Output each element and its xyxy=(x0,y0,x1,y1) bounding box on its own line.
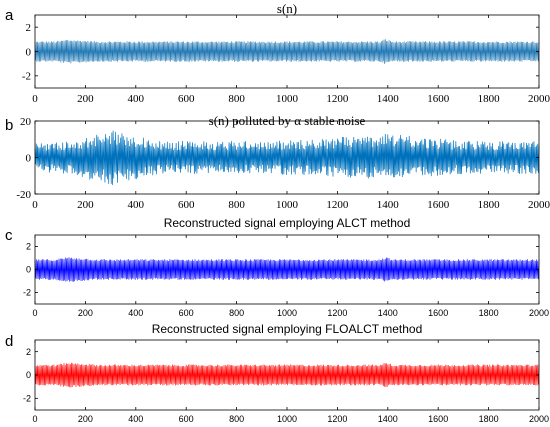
x-tick-label: 1200 xyxy=(326,199,349,211)
x-tick-label: 1800 xyxy=(478,93,501,105)
x-tick-label: 600 xyxy=(178,93,195,105)
x-tick-label: 1600 xyxy=(427,93,450,105)
x-tick-label: 2000 xyxy=(529,414,549,424)
y-tick-label: -2 xyxy=(23,393,31,403)
panel-title: Reconstructed signal employing ALCT meth… xyxy=(164,216,411,230)
x-tick-label: 1800 xyxy=(479,414,499,424)
x-tick-label: 800 xyxy=(228,93,245,105)
y-tick-label: -2 xyxy=(22,71,31,83)
panel-letter: a xyxy=(5,7,14,24)
x-tick-label: 1000 xyxy=(277,308,297,318)
y-tick-label: -2 xyxy=(23,288,31,298)
x-tick-label: 1800 xyxy=(479,308,499,318)
y-tick-label: 0 xyxy=(26,46,32,58)
x-tick-label: 1600 xyxy=(428,308,448,318)
x-tick-label: 1000 xyxy=(276,93,299,105)
x-tick-label: 200 xyxy=(77,93,94,105)
x-tick-label: 1200 xyxy=(326,93,349,105)
x-tick-label: 2000 xyxy=(528,93,550,105)
x-tick-label: 600 xyxy=(179,414,194,424)
panel-c: 0 200 400 600 800 1000 1200 1400 1600 1800 2000-20… xyxy=(5,216,549,318)
x-tick-label: 800 xyxy=(229,308,244,318)
y-tick-label: 2 xyxy=(26,242,31,252)
series-line xyxy=(34,39,540,64)
x-tick-label: 400 xyxy=(128,93,145,105)
y-tick-label: 0 xyxy=(26,152,32,164)
panel-title: s(n) polluted by α stable noise xyxy=(209,113,366,128)
x-tick-label: 800 xyxy=(228,199,245,211)
y-tick-label: 0 xyxy=(26,370,31,380)
x-tick-label: 600 xyxy=(179,308,194,318)
panel-title: Reconstructed signal employing FLOALCT m… xyxy=(152,322,423,336)
x-tick-label: 1600 xyxy=(427,199,450,211)
y-tick-label: -20 xyxy=(16,189,31,201)
x-tick-label: 0 xyxy=(32,199,38,211)
panel-title: s(n) xyxy=(277,1,297,16)
series-line xyxy=(34,362,540,388)
x-tick-label: 800 xyxy=(229,414,244,424)
x-tick-label: 200 xyxy=(78,308,93,318)
x-tick-label: 0 xyxy=(32,414,37,424)
panel-letter: b xyxy=(5,117,13,134)
x-tick-label: 1800 xyxy=(478,199,501,211)
x-tick-label: 2000 xyxy=(528,199,550,211)
x-tick-label: 400 xyxy=(128,414,143,424)
panel-a: 0 200 400 600 800 1000 1200 1400 1600 1800 2000-20… xyxy=(5,1,550,105)
axes-frame xyxy=(34,234,540,305)
x-tick-label: 1200 xyxy=(327,308,347,318)
x-tick-label: 400 xyxy=(128,199,145,211)
series-line xyxy=(34,257,540,282)
panel-letter: d xyxy=(5,333,13,350)
x-tick-label: 1400 xyxy=(377,199,400,211)
x-tick-label: 200 xyxy=(77,199,94,211)
y-tick-label: 0 xyxy=(26,265,31,275)
x-tick-label: 1000 xyxy=(277,414,297,424)
x-tick-label: 0 xyxy=(32,308,37,318)
series-line xyxy=(34,130,540,186)
y-tick-label: 20 xyxy=(20,116,32,128)
panel-d: 0 200 400 600 800 1000 1200 1400 1600 1800 2000 -2 0… xyxy=(5,322,549,424)
x-tick-label: 1000 xyxy=(276,199,299,211)
x-tick-label: 400 xyxy=(128,308,143,318)
x-tick-label: 1200 xyxy=(327,414,347,424)
x-tick-label: 600 xyxy=(178,199,195,211)
x-tick-label: 1400 xyxy=(377,93,400,105)
x-tick-label: 1400 xyxy=(378,414,398,424)
x-tick-label: 2000 xyxy=(529,308,549,318)
panel-letter: c xyxy=(5,227,13,244)
x-tick-label: 1600 xyxy=(428,414,448,424)
axes-frame xyxy=(34,14,540,89)
x-tick-label: 200 xyxy=(78,414,93,424)
y-tick-label: 2 xyxy=(26,22,32,34)
y-tick-label: 2 xyxy=(26,347,31,357)
x-tick-label: 0 xyxy=(32,93,38,105)
panel-b: 0 200 400 600 800 1000 1200 1400 1600 1800 2000-20… xyxy=(5,113,550,211)
x-tick-label: 1400 xyxy=(378,308,398,318)
